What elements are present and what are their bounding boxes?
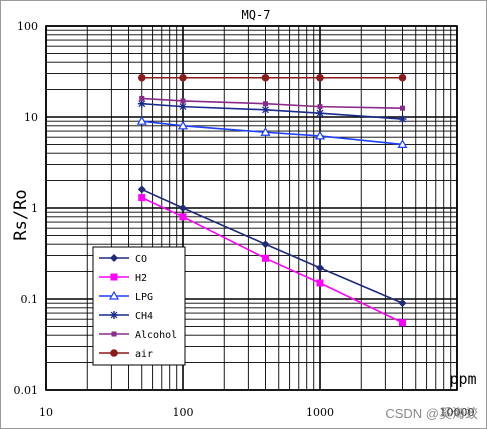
point-air <box>398 73 407 82</box>
legend-label-ch4: CH4 <box>135 311 153 322</box>
series-layer <box>136 73 408 327</box>
legend-item-air: air <box>99 349 153 360</box>
point-alcohol <box>180 98 186 104</box>
x-tick-label: 10 <box>39 406 53 419</box>
legend-marker-lpg <box>108 290 120 300</box>
series-ch4 <box>137 99 407 124</box>
point-ch4 <box>398 115 407 124</box>
y-tick-label: 100 <box>17 20 38 33</box>
point-alcohol <box>399 105 405 111</box>
legend-marker-co <box>110 254 118 262</box>
legend-label-lpg: LPG <box>135 292 153 303</box>
point-air <box>137 73 146 82</box>
point-air <box>179 73 187 82</box>
point-ch4 <box>179 102 187 111</box>
point-lpg <box>314 130 326 140</box>
legend-label-alcohol: Alcohol <box>135 330 177 341</box>
legend-item-h2: H2 <box>99 273 147 284</box>
point-h2 <box>261 254 269 262</box>
point-co <box>137 185 146 194</box>
x-tick-label: 10000 <box>440 406 475 419</box>
series-h2 <box>138 194 406 327</box>
x-tick-label: 1000 <box>306 406 334 419</box>
legend-label-co: CO <box>135 254 147 265</box>
legend: CO H2 LPG CH4 Alcohol air <box>92 246 186 366</box>
y-tick-label: 1 <box>31 202 38 215</box>
legend-label-h2: H2 <box>135 273 147 284</box>
y-tick-label: 0.1 <box>21 293 39 306</box>
plot-area-border <box>45 25 458 391</box>
point-air <box>261 73 270 82</box>
series-alcohol <box>139 95 405 111</box>
point-co <box>398 299 407 308</box>
series-air <box>137 73 407 82</box>
y-axis-label: Rs/Ro <box>11 189 31 240</box>
point-lpg <box>177 120 189 130</box>
point-alcohol <box>139 95 145 101</box>
legend-marker-alcohol <box>111 331 117 337</box>
legend-item-lpg: LPG <box>99 290 153 303</box>
point-co <box>316 263 324 272</box>
y-tick-label: 0.01 <box>14 384 39 397</box>
legend-marker-air <box>110 349 118 357</box>
series-lpg <box>136 115 408 148</box>
legend-label-air: air <box>135 349 153 360</box>
point-ch4 <box>137 99 146 108</box>
point-ch4 <box>261 105 270 114</box>
point-lpg <box>397 139 408 148</box>
point-h2 <box>316 279 324 287</box>
point-lpg <box>136 115 147 125</box>
point-h2 <box>398 319 406 327</box>
series-co <box>137 185 407 308</box>
legend-marker-h2 <box>110 273 118 281</box>
legend-box <box>92 246 186 366</box>
tick-labels: 10 100 1000 10000 100 10 1 0.1 0.01 <box>14 20 475 419</box>
x-axis-label: ppm <box>449 370 476 388</box>
point-h2 <box>179 213 187 221</box>
watermark: CSDN @奚海蛟 <box>385 406 478 421</box>
point-alcohol <box>317 104 323 110</box>
x-tick-label: 100 <box>173 406 194 419</box>
legend-marker-ch4 <box>110 311 118 319</box>
legend-item-alcohol: Alcohol <box>99 330 177 341</box>
legend-item-co: CO <box>99 254 147 265</box>
point-alcohol <box>262 101 268 107</box>
point-co <box>179 204 187 212</box>
point-h2 <box>138 194 146 202</box>
point-lpg <box>260 127 271 136</box>
point-ch4 <box>316 109 324 118</box>
chart-title: MQ-7 <box>242 8 271 22</box>
y-tick-label: 10 <box>24 111 38 124</box>
point-air <box>316 73 324 82</box>
legend-item-ch4: CH4 <box>99 311 153 322</box>
point-co <box>261 240 270 249</box>
